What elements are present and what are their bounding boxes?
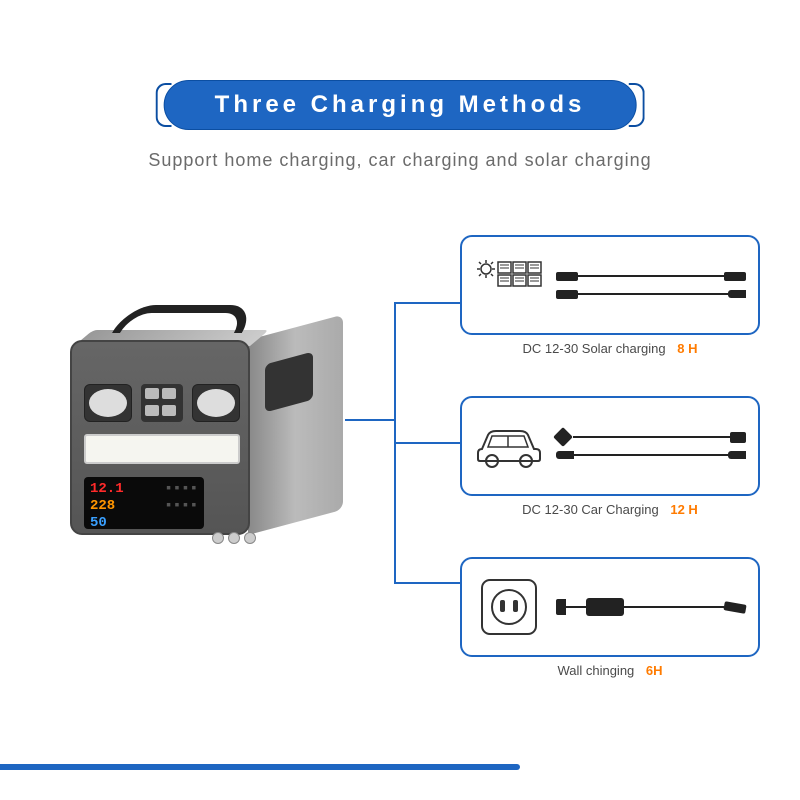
station-front: 12.1▪▪▪▪ 228▪▪▪▪ 50 bbox=[70, 340, 250, 535]
bracket-right-icon bbox=[628, 83, 644, 127]
wall-card bbox=[460, 557, 760, 657]
solar-label: DC 12-30 Solar charging 8 H bbox=[460, 341, 760, 356]
method-solar: DC 12-30 Solar charging 8 H bbox=[460, 235, 760, 356]
method-wall: Wall chinging 6H bbox=[460, 557, 760, 678]
car-time: 12 H bbox=[670, 502, 697, 517]
solar-time: 8 H bbox=[677, 341, 697, 356]
car-cables bbox=[556, 409, 746, 484]
car-icon bbox=[474, 411, 544, 481]
handle-icon bbox=[112, 305, 258, 333]
voltage-readout: 12.1 bbox=[90, 481, 124, 497]
ac-outlet-icon bbox=[192, 384, 240, 422]
charging-diagram: 12.1▪▪▪▪ 228▪▪▪▪ 50 bbox=[0, 220, 800, 670]
wall-time: 6H bbox=[646, 663, 663, 678]
charging-methods-list: DC 12-30 Solar charging 8 H bbox=[460, 235, 760, 678]
wall-outlet-icon bbox=[474, 572, 544, 642]
wall-label-text: Wall chinging bbox=[557, 663, 634, 678]
connection-lines bbox=[345, 255, 465, 635]
car-card bbox=[460, 396, 760, 496]
solar-label-text: DC 12-30 Solar charging bbox=[523, 341, 666, 356]
car-label: DC 12-30 Car Charging 12 H bbox=[460, 502, 760, 517]
port-row bbox=[84, 384, 240, 422]
ac-outlet-icon bbox=[84, 384, 132, 422]
method-car: DC 12-30 Car Charging 12 H bbox=[460, 396, 760, 517]
solar-card bbox=[460, 235, 760, 335]
footer-divider bbox=[0, 764, 520, 770]
solar-cables bbox=[556, 248, 746, 323]
subtitle-text: Support home charging, car charging and … bbox=[0, 150, 800, 171]
digital-display: 12.1▪▪▪▪ 228▪▪▪▪ 50 bbox=[84, 477, 204, 529]
current-readout: 228 bbox=[90, 498, 115, 514]
freq-readout: 50 bbox=[90, 515, 107, 531]
title-bar: Three Charging Methods bbox=[156, 80, 645, 130]
wall-cables bbox=[556, 570, 746, 645]
usb-ports-icon bbox=[141, 384, 183, 422]
wall-label: Wall chinging 6H bbox=[460, 663, 760, 678]
page-title: Three Charging Methods bbox=[164, 80, 637, 130]
control-knobs bbox=[212, 532, 256, 544]
power-station-product: 12.1▪▪▪▪ 228▪▪▪▪ 50 bbox=[70, 310, 345, 540]
lcd-screen bbox=[84, 434, 240, 464]
solar-panel-icon bbox=[474, 250, 544, 320]
car-label-text: DC 12-30 Car Charging bbox=[522, 502, 659, 517]
station-side bbox=[248, 315, 343, 535]
